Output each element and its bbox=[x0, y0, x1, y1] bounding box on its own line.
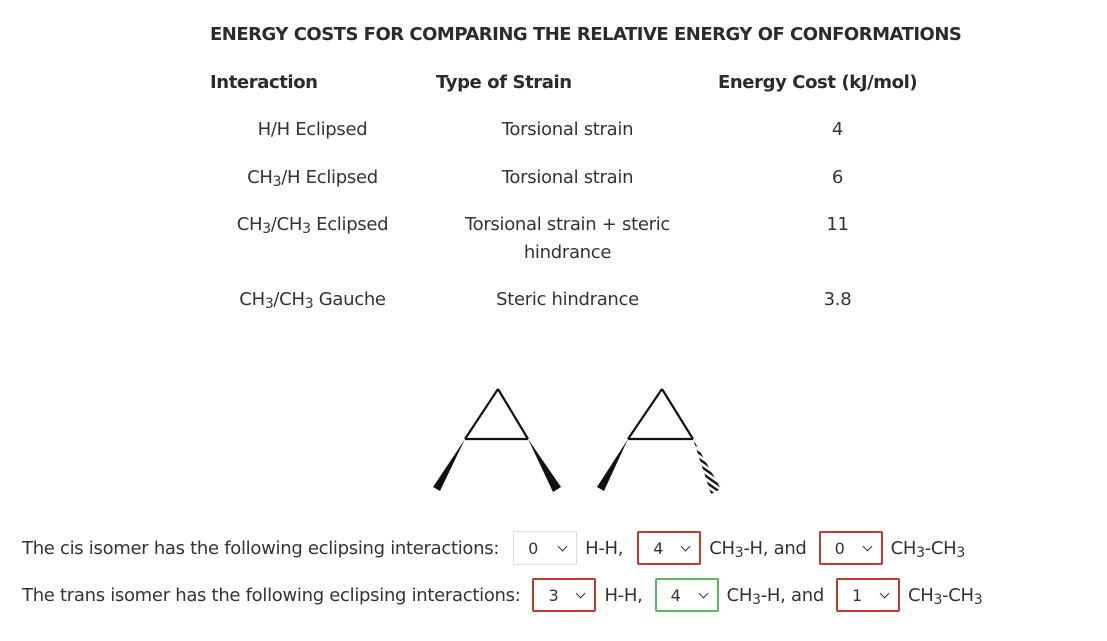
wedge-bond-icon bbox=[528, 439, 561, 492]
header-strain: Type of Strain bbox=[436, 72, 572, 93]
row-1-interaction: H/H Eclipsed bbox=[257, 119, 368, 140]
trans-question: The trans isomer has the following eclip… bbox=[22, 577, 983, 613]
chevron-down-icon bbox=[698, 588, 709, 598]
row-2-strain: Torsional strain bbox=[501, 167, 634, 188]
cis-hh-select[interactable]: 0 bbox=[513, 531, 578, 565]
cis-isomer-structure bbox=[433, 388, 561, 492]
wedge-bond-icon bbox=[597, 439, 628, 491]
row-3-energy: 11 bbox=[826, 214, 849, 235]
chevron-down-icon bbox=[680, 541, 691, 551]
wedge-bond-icon bbox=[433, 439, 465, 491]
page-title: ENERGY COSTS FOR COMPARING THE RELATIVE … bbox=[210, 24, 962, 45]
cis-ch3h-select[interactable]: 4 bbox=[637, 531, 702, 565]
trans-hh-select[interactable]: 3 bbox=[532, 578, 597, 612]
row-4-strain: Steric hindrance bbox=[496, 289, 639, 310]
row-4-energy: 3.8 bbox=[823, 289, 852, 310]
chevron-down-icon bbox=[576, 588, 586, 598]
cyclopropane-structures bbox=[433, 388, 721, 494]
row-2-interaction: CH3/H Eclipsed bbox=[247, 167, 378, 190]
row-1-energy: 4 bbox=[831, 119, 844, 140]
cis-ch3ch3-select[interactable]: 0 bbox=[818, 531, 883, 565]
chevron-down-icon bbox=[557, 541, 568, 551]
row-4-interaction: CH3/CH3 Gauche bbox=[239, 289, 386, 312]
row-1-strain: Torsional strain bbox=[501, 119, 634, 140]
header-energy: Energy Cost (kJ/mol) bbox=[718, 72, 918, 93]
hashed-bond-icon bbox=[693, 439, 721, 494]
row-2-energy: 6 bbox=[831, 167, 844, 188]
row-3-strain: Torsional strain + steric hindrance bbox=[464, 214, 670, 263]
chevron-down-icon bbox=[862, 541, 873, 551]
trans-ch3ch3-select[interactable]: 1 bbox=[835, 578, 900, 612]
row-3-interaction: CH3/CH3 Eclipsed bbox=[236, 214, 389, 237]
header-interaction: Interaction bbox=[210, 72, 318, 93]
trans-ch3h-select[interactable]: 4 bbox=[654, 578, 719, 612]
chevron-down-icon bbox=[879, 588, 890, 598]
trans-isomer-structure bbox=[597, 388, 721, 494]
cis-question: The cis isomer has the following eclipsi… bbox=[22, 530, 965, 566]
